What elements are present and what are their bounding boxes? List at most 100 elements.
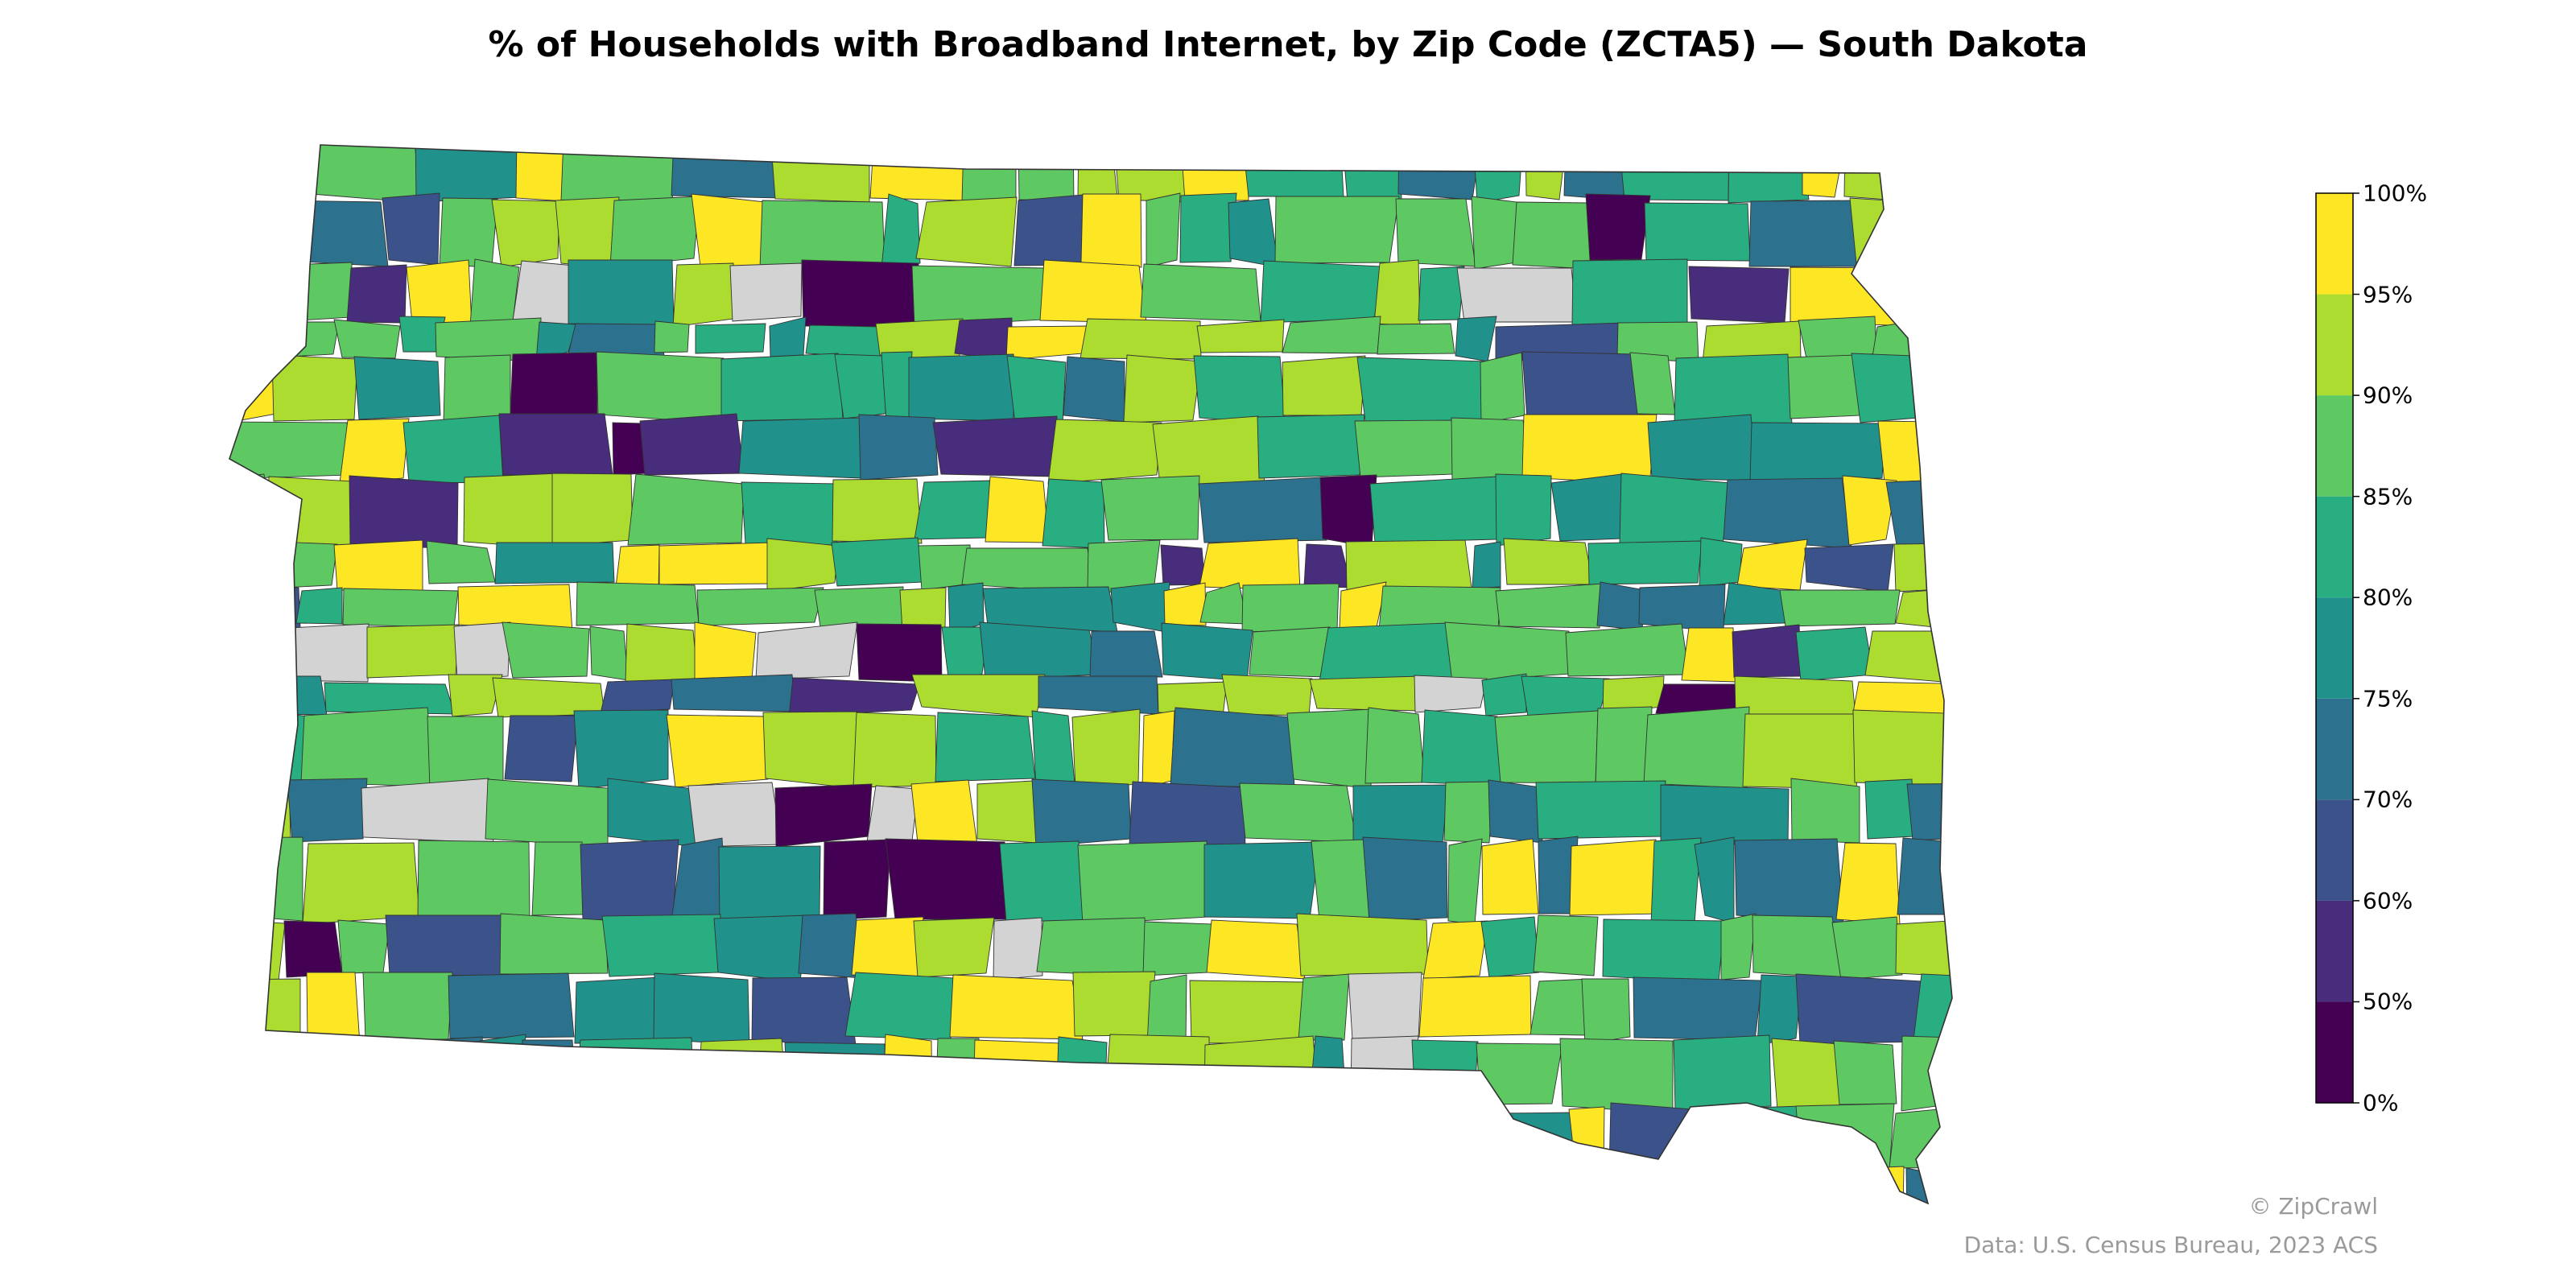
zip-region bbox=[515, 145, 567, 202]
zip-region bbox=[551, 473, 634, 547]
zip-region bbox=[1905, 1167, 1941, 1203]
legend-tick-label: 70% bbox=[2363, 786, 2413, 813]
zip-region bbox=[333, 539, 423, 592]
zip-region bbox=[1395, 198, 1476, 267]
zip-region bbox=[1311, 839, 1370, 924]
map-title: % of Households with Broadband Internet,… bbox=[488, 24, 2088, 65]
zip-region bbox=[560, 145, 681, 201]
zip-region bbox=[463, 473, 560, 549]
zip-region bbox=[1170, 707, 1295, 789]
zip-region bbox=[1455, 316, 1497, 362]
zip-region bbox=[453, 621, 511, 680]
legend-tick-label: 95% bbox=[2363, 281, 2413, 308]
zip-region bbox=[1581, 978, 1631, 1045]
zip-region bbox=[1496, 1112, 1577, 1173]
zip-region bbox=[658, 542, 777, 585]
zip-region bbox=[1274, 196, 1400, 264]
legend-swatch bbox=[2316, 900, 2353, 1002]
zip-region bbox=[385, 914, 509, 976]
zip-region bbox=[770, 145, 870, 203]
zip-region bbox=[1444, 621, 1572, 683]
zip-region bbox=[695, 323, 766, 354]
zip-region bbox=[402, 415, 504, 484]
zip-region bbox=[562, 1172, 666, 1203]
zip-region bbox=[1703, 1166, 1796, 1203]
zip-region bbox=[1864, 630, 1952, 685]
zip-region bbox=[1345, 539, 1472, 592]
zip-region bbox=[691, 193, 766, 270]
zip-region bbox=[567, 323, 665, 358]
zip-region bbox=[1897, 837, 1952, 915]
zip-region bbox=[1418, 975, 1532, 1038]
zip-region bbox=[440, 1166, 496, 1203]
zip-region bbox=[241, 623, 369, 683]
zip-region bbox=[832, 478, 923, 544]
zip-region bbox=[1309, 675, 1422, 712]
zip-region bbox=[1414, 675, 1488, 713]
zip-region bbox=[229, 978, 301, 1044]
state-outline bbox=[229, 144, 1953, 1205]
zip-region bbox=[1895, 586, 1952, 631]
zip-region bbox=[287, 778, 368, 843]
zip-region bbox=[755, 621, 858, 680]
zip-region bbox=[1948, 357, 1952, 421]
zip-region bbox=[1833, 1040, 1897, 1105]
zip-region bbox=[935, 712, 1036, 782]
zip-region bbox=[1699, 537, 1743, 588]
zip-region bbox=[627, 473, 745, 546]
zip-region bbox=[1199, 582, 1249, 625]
zip-region bbox=[229, 351, 277, 424]
zip-region bbox=[389, 1102, 430, 1173]
zip-region bbox=[1901, 145, 1952, 197]
zip-region bbox=[1241, 145, 1344, 197]
zip-region bbox=[1480, 352, 1525, 424]
zip-region bbox=[426, 540, 496, 584]
zip-region bbox=[1319, 474, 1377, 548]
zip-region bbox=[499, 913, 609, 975]
zip-region bbox=[1493, 1164, 1596, 1203]
zip-region bbox=[1372, 1102, 1497, 1173]
zip-region bbox=[1198, 477, 1327, 543]
zip-region bbox=[1885, 477, 1952, 547]
zip-region bbox=[600, 679, 675, 714]
zip-region bbox=[972, 1039, 1063, 1113]
zip-region bbox=[1397, 145, 1483, 200]
zip-region bbox=[1795, 973, 1924, 1045]
zip-region bbox=[229, 584, 301, 632]
zip-region bbox=[1199, 538, 1301, 591]
zip-region bbox=[1203, 1035, 1319, 1107]
zip-region bbox=[1072, 971, 1156, 1037]
zip-region bbox=[1521, 351, 1641, 425]
zip-region bbox=[1736, 539, 1808, 591]
zip-region bbox=[1140, 263, 1261, 322]
zip-region bbox=[1421, 709, 1506, 786]
zip-region bbox=[420, 1103, 534, 1170]
zip-region bbox=[819, 1102, 915, 1167]
zip-region bbox=[1177, 1164, 1278, 1203]
zip-region bbox=[1688, 266, 1790, 324]
zip-region bbox=[314, 1042, 418, 1108]
zip-region bbox=[448, 972, 575, 1039]
zip-region bbox=[609, 196, 700, 268]
zip-region bbox=[1152, 415, 1265, 485]
zip-region bbox=[349, 475, 459, 549]
zip-region bbox=[672, 262, 734, 328]
zip-region bbox=[555, 196, 620, 270]
zip-region bbox=[1006, 355, 1067, 425]
zip-region bbox=[844, 972, 956, 1041]
zip-region bbox=[1296, 913, 1429, 976]
zip-region bbox=[1443, 781, 1494, 844]
zip-region bbox=[704, 1108, 826, 1166]
zip-region bbox=[769, 316, 807, 357]
zip-region bbox=[485, 778, 609, 848]
zip-region bbox=[654, 320, 690, 353]
zip-region bbox=[1703, 1105, 1804, 1174]
zip-region bbox=[1571, 258, 1688, 326]
zip-region bbox=[302, 842, 420, 925]
zip-region bbox=[1362, 836, 1448, 922]
zip-region bbox=[1936, 192, 1952, 263]
zip-region bbox=[1771, 1038, 1841, 1111]
zip-region bbox=[831, 537, 925, 587]
zip-region bbox=[634, 1108, 712, 1168]
